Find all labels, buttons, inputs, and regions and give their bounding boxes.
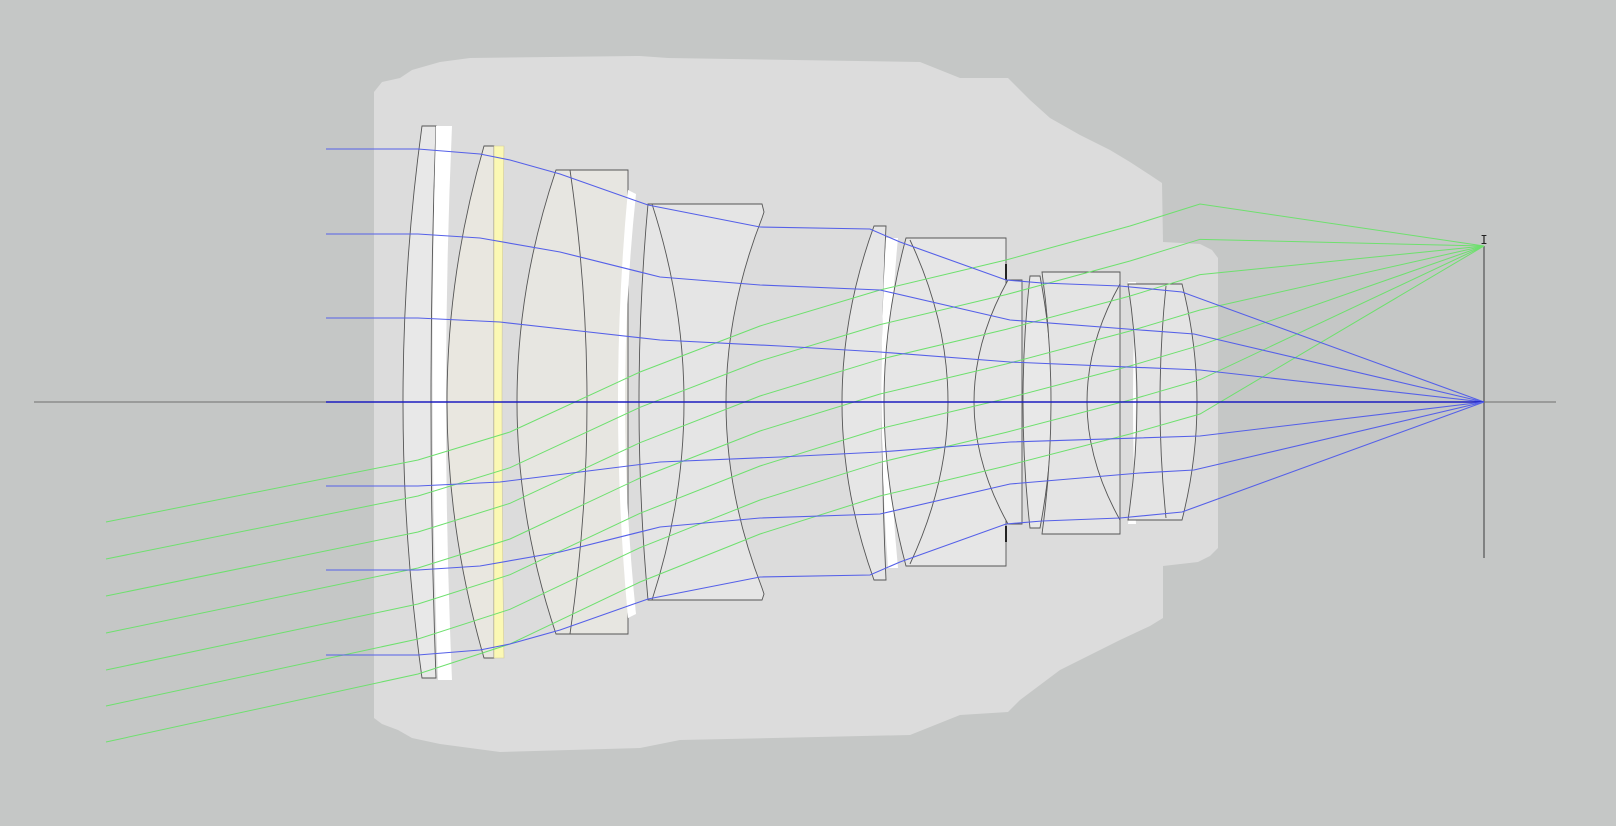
on-axis-ray bbox=[326, 233, 1485, 403]
off-axis-ray bbox=[105, 203, 1485, 523]
off-axis-ray-bundle bbox=[105, 203, 1485, 743]
on-axis-ray-bundle bbox=[326, 148, 1485, 656]
image-plane-marker: I bbox=[1480, 233, 1487, 247]
lens-gap-8 bbox=[1128, 282, 1136, 524]
off-axis-ray bbox=[105, 245, 1485, 707]
off-axis-ray bbox=[105, 245, 1485, 671]
off-axis-ray bbox=[105, 245, 1485, 743]
on-axis-ray bbox=[326, 148, 1485, 403]
lens-gap-3 bbox=[618, 190, 636, 618]
off-axis-ray bbox=[105, 238, 1485, 560]
on-axis-ray bbox=[326, 401, 1485, 571]
lens-gap-1 bbox=[432, 126, 452, 680]
on-axis-ray bbox=[326, 401, 1485, 487]
on-axis-ray bbox=[326, 317, 1485, 403]
off-axis-ray bbox=[105, 245, 1485, 597]
on-axis-ray bbox=[326, 401, 1485, 656]
lens-element-8 bbox=[1041, 271, 1121, 535]
off-axis-ray bbox=[105, 245, 1485, 634]
